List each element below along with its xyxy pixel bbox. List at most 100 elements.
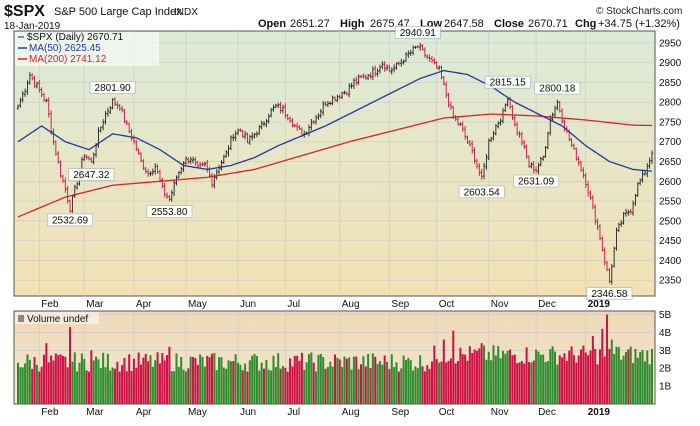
price-bar <box>109 106 112 115</box>
price-bar <box>492 130 495 141</box>
price-bar <box>35 81 39 89</box>
price-bar <box>404 52 408 63</box>
price-annotation-label: 2815.15 <box>490 78 527 89</box>
price-bar <box>149 171 152 177</box>
price-bar <box>397 61 401 66</box>
volume-y-tick-label: 1B <box>659 382 672 393</box>
price-bar <box>378 64 382 74</box>
high-label: High <box>340 18 365 30</box>
volume-bar <box>407 357 410 404</box>
price-bar <box>359 74 363 79</box>
price-bar <box>310 118 313 131</box>
volume-bar <box>639 352 642 404</box>
price-bar <box>622 212 625 225</box>
volume-bar <box>523 363 526 404</box>
volume-bar <box>461 354 464 404</box>
price-bar <box>75 181 79 190</box>
volume-bar <box>490 360 493 404</box>
volume-bar <box>532 360 535 404</box>
price-x-tick-label: May <box>188 299 207 310</box>
volume-bar <box>535 349 538 404</box>
price-bar <box>513 115 516 127</box>
price-bar <box>146 168 150 177</box>
price-bar <box>534 166 538 174</box>
price-bar <box>201 162 204 167</box>
volume-bar <box>28 359 31 404</box>
volume-bar <box>419 355 422 404</box>
price-annotation-label: 2603.54 <box>464 187 501 198</box>
price-bar <box>638 178 642 186</box>
price-bar <box>364 74 367 80</box>
volume-x-tick-label: Nov <box>491 407 509 418</box>
volume-bar <box>525 347 528 404</box>
volume-bar <box>580 349 583 404</box>
volume-bar <box>163 360 166 404</box>
price-bar <box>605 260 609 272</box>
price-bar <box>532 161 535 174</box>
volume-bar <box>483 345 486 404</box>
price-bar <box>19 97 22 108</box>
price-bar <box>326 101 330 108</box>
volume-x-tick-label: Mar <box>86 407 104 418</box>
price-bar <box>125 120 129 126</box>
price-bar <box>33 75 36 88</box>
volume-bar <box>627 349 630 404</box>
price-annotation: 2631.09 <box>513 174 559 188</box>
volume-bar <box>537 351 540 404</box>
volume-bar <box>293 355 296 404</box>
price-annotation-label: 2940.91 <box>400 28 437 39</box>
volume-bar <box>646 350 649 404</box>
volume-bar <box>530 362 533 404</box>
volume-bar <box>57 355 60 404</box>
volume-x-tick-label: Jul <box>287 407 300 418</box>
price-bar <box>120 105 124 113</box>
volume-bar <box>71 361 74 404</box>
price-bar <box>198 161 202 169</box>
volume-bar <box>478 348 481 404</box>
close-value: 2670.71 <box>528 18 568 30</box>
volume-bar <box>277 353 280 404</box>
volume-bar <box>409 360 412 404</box>
volume-bar <box>568 350 571 404</box>
volume-bar <box>549 349 552 404</box>
price-x-tick-label: Apr <box>136 299 152 310</box>
volume-bar <box>454 363 457 404</box>
price-bar <box>253 132 256 139</box>
volume-bar <box>19 367 22 404</box>
price-y-tick-label: 2400 <box>659 256 682 267</box>
price-bar <box>546 131 550 150</box>
price-bar <box>61 174 65 183</box>
volume-bar <box>43 354 46 404</box>
price-bar <box>345 91 349 96</box>
price-y-tick-label: 2700 <box>659 137 682 148</box>
volume-bar <box>130 370 133 404</box>
price-bar <box>234 130 237 141</box>
price-bar <box>643 171 647 176</box>
volume-bar <box>225 368 228 404</box>
price-bar <box>85 154 88 160</box>
price-annotation-label: 2631.09 <box>518 177 555 188</box>
price-bar <box>196 160 199 168</box>
volume-bar <box>154 360 157 404</box>
volume-bar <box>613 353 616 404</box>
price-bar <box>314 114 318 125</box>
volume-label-swatch <box>18 315 24 322</box>
ma50-line <box>17 69 653 172</box>
volume-bar <box>416 368 419 404</box>
volume-bar <box>331 366 334 404</box>
price-bar <box>229 135 233 151</box>
volume-bar <box>390 354 393 404</box>
price-bar <box>641 170 644 183</box>
volume-x-tick-label: Aug <box>342 407 360 418</box>
price-bar <box>366 73 370 81</box>
ohlc-row: Open 2651.27 High 2675.47 Low 2647.58 Cl… <box>258 18 680 30</box>
volume-bar <box>286 371 289 404</box>
price-bar <box>177 171 181 179</box>
volume-bar <box>556 364 559 404</box>
volume-bar <box>168 346 171 404</box>
volume-bar <box>284 367 287 404</box>
price-bar <box>414 45 417 49</box>
volume-bar <box>307 354 310 404</box>
price-bar <box>603 247 606 266</box>
price-annotation: 2603.54 <box>458 185 505 198</box>
